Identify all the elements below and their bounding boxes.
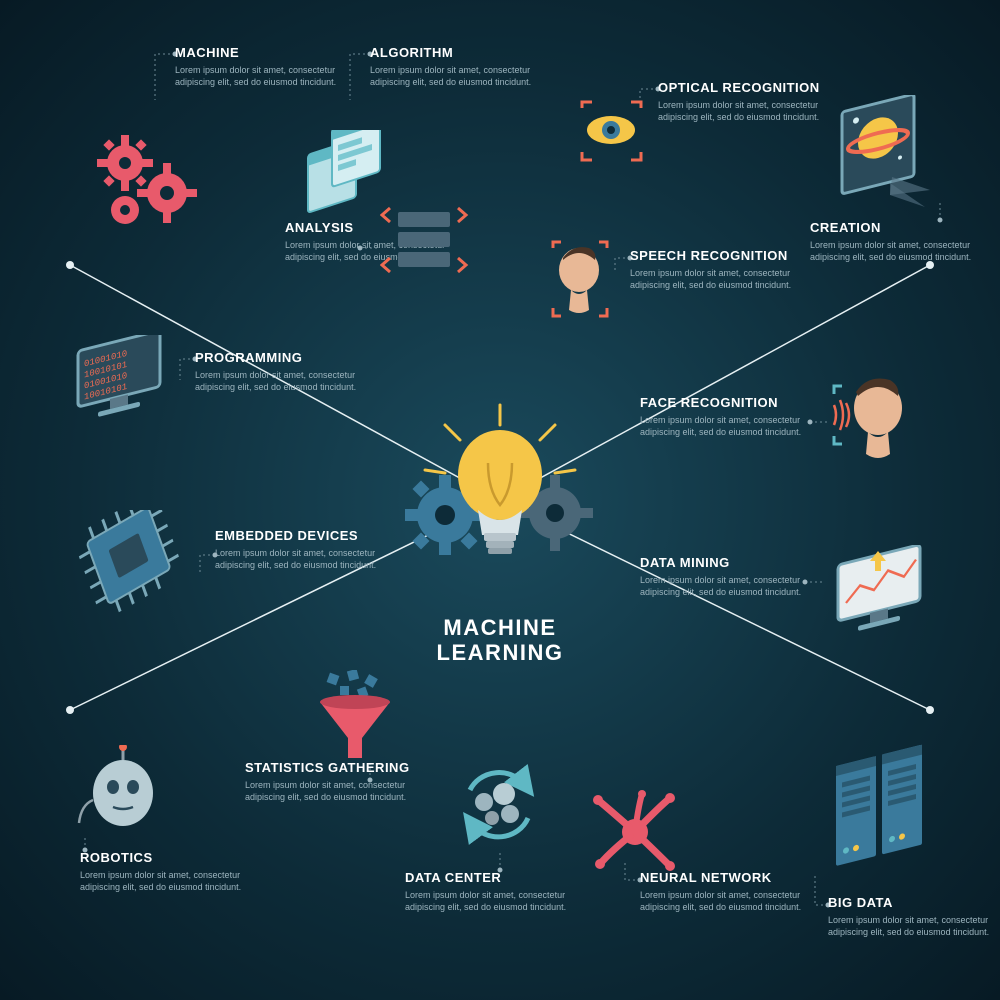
node-machine: MACHINE Lorem ipsum dolor sit amet, conse… xyxy=(175,45,375,88)
node-title: ROBOTICS xyxy=(80,850,280,865)
monitor-binary-icon xyxy=(70,335,180,430)
node-stats: STATISTICS GATHERINGLorem ipsum dolor si… xyxy=(245,760,445,803)
servers-icon xyxy=(828,740,943,880)
head-speech-icon xyxy=(545,240,625,330)
funnel-icon xyxy=(310,670,400,765)
center-icon-lightbulb-gears xyxy=(400,395,600,585)
monitor-chart-icon xyxy=(830,545,940,645)
node-creation: CREATION Lorem ipsum dolor sit amet, cons… xyxy=(810,220,1000,263)
node-body: Lorem ipsum dolor sit amet, consectetur … xyxy=(245,779,410,803)
node-title: SPEECH RECOGNITION xyxy=(630,248,830,263)
node-body: Lorem ipsum dolor sit amet, consectetur … xyxy=(828,914,993,938)
head-face-icon xyxy=(830,370,925,465)
node-algorithm: ALGORITHM Lorem ipsum dolor sit amet, con… xyxy=(370,45,570,88)
node-datamining: DATA MINING Lorem ipsum dolor sit amet, c… xyxy=(640,555,840,598)
node-datacenter: DATA CENTER Lorem ipsum dolor sit amet, c… xyxy=(405,870,605,913)
center-title-line2: LEARNING xyxy=(437,640,564,665)
node-body: Lorem ipsum dolor sit amet, consectetur … xyxy=(640,889,805,913)
node-title: CREATION xyxy=(810,220,1000,235)
node-body: Lorem ipsum dolor sit amet, consectetur … xyxy=(175,64,340,88)
node-optical: OPTICAL RECOGNITION Lorem ipsum dolor sit… xyxy=(658,80,858,123)
node-programming: PROGRAMMING Lorem ipsum dolor sit amet, c… xyxy=(195,350,395,393)
chip-icon xyxy=(75,510,190,620)
node-title: ALGORITHM xyxy=(370,45,570,60)
gears-red-icon xyxy=(95,135,200,235)
node-body: Lorem ipsum dolor sit amet, consectetur … xyxy=(640,574,805,598)
infographic-canvas: MACHINE LEARNING MACHINE Lorem ipsum dolo… xyxy=(0,0,1000,1000)
node-body: Lorem ipsum dolor sit amet, consectetur … xyxy=(405,889,570,913)
node-embedded: EMBEDDED DEVICES Lorem ipsum dolor sit am… xyxy=(215,528,415,571)
node-title: EMBEDDED DEVICES xyxy=(215,528,415,543)
canvas-planet-icon xyxy=(830,95,940,210)
node-bigdata: BIG DATA Lorem ipsum dolor sit amet, cons… xyxy=(828,895,1000,938)
center-title: MACHINE LEARNING xyxy=(437,615,564,666)
node-face: FACE RECOGNITION Lorem ipsum dolor sit am… xyxy=(640,395,840,438)
node-title: PROGRAMMING xyxy=(195,350,395,365)
eye-scan-icon xyxy=(574,100,649,170)
node-body: Lorem ipsum dolor sit amet, consectetur … xyxy=(80,869,245,893)
node-speech: SPEECH RECOGNITION Lorem ipsum dolor sit … xyxy=(630,248,830,291)
node-neural: NEURAL NETWORKLorem ipsum dolor sit amet… xyxy=(640,870,840,913)
node-body: Lorem ipsum dolor sit amet, consectetur … xyxy=(630,267,795,291)
node-title: OPTICAL RECOGNITION xyxy=(658,80,858,95)
node-title: BIG DATA xyxy=(828,895,1000,910)
center-title-line1: MACHINE xyxy=(443,615,556,640)
node-title: DATA MINING xyxy=(640,555,840,570)
node-title: FACE RECOGNITION xyxy=(640,395,840,410)
node-title: DATA CENTER xyxy=(405,870,605,885)
cycle-dots-icon xyxy=(450,760,545,850)
node-body: Lorem ipsum dolor sit amet, consectetur … xyxy=(195,369,360,393)
windows-teal-icon xyxy=(298,130,393,225)
node-body: Lorem ipsum dolor sit amet, consectetur … xyxy=(370,64,535,88)
neuron-icon xyxy=(590,790,680,875)
node-body: Lorem ipsum dolor sit amet, consectetur … xyxy=(658,99,823,123)
node-body: Lorem ipsum dolor sit amet, consectetur … xyxy=(640,414,805,438)
node-body: Lorem ipsum dolor sit amet, consectetur … xyxy=(810,239,975,263)
node-robotics: ROBOTICS Lorem ipsum dolor sit amet, cons… xyxy=(80,850,280,893)
robot-head-icon xyxy=(75,745,170,840)
node-body: Lorem ipsum dolor sit amet, consectetur … xyxy=(215,547,380,571)
bars-arrows-icon xyxy=(380,200,470,280)
node-title: MACHINE xyxy=(175,45,375,60)
